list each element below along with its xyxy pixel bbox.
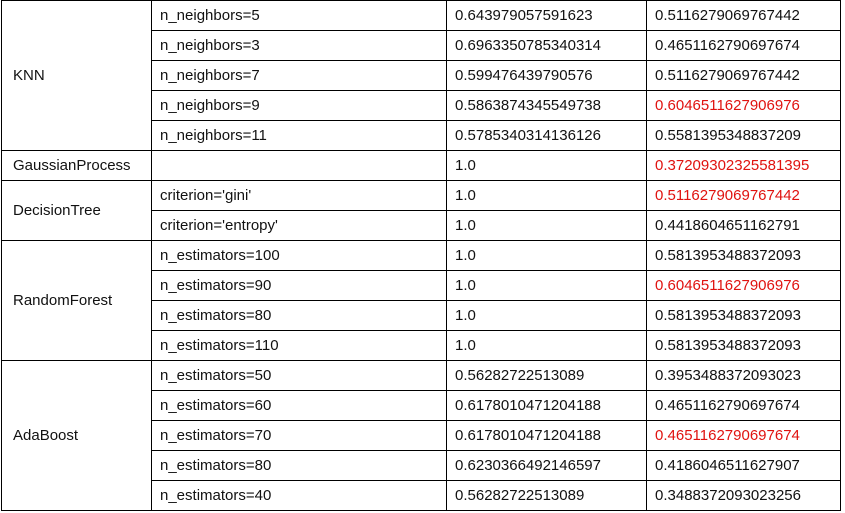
param-cell: n_neighbors=5 [151,0,447,31]
train-score-cell: 0.6230366492146597 [446,450,647,481]
table-row: n_neighbors=7 0.599476439790576 0.51162790… [2,60,841,91]
model-name-cell: AdaBoost [1,360,152,511]
test-score-cell: 0.5116279069767442 [646,0,841,31]
param-cell: n_estimators=60 [151,390,447,421]
test-score-cell: 0.5813953488372093 [646,240,841,271]
table-row: n_estimators=70 0.6178010471204188 0.46511… [2,420,841,451]
train-score-cell: 1.0 [446,270,647,301]
table-row: AdaBoost n_estimators=50 0.56282722513089 0… [1,360,841,511]
param-cell: n_estimators=100 [151,240,447,271]
table-row: RandomForest n_estimators=100 1.0 0.5813953… [1,240,841,361]
table-row: GaussianProcess 1.0 0.37209302325581395 [1,150,841,181]
train-score-cell: 0.5785340314136126 [446,120,647,151]
param-cell: n_neighbors=9 [151,90,447,121]
table-row: KNN n_neighbors=5 0.643979057591623 0.51162… [1,0,841,151]
param-cell: n_estimators=50 [151,360,447,391]
table-row: n_estimators=80 1.0 0.5813953488372093 [2,300,841,331]
table-row: criterion='entropy' 1.0 0.4418604651162791 [2,210,841,241]
table-row: DecisionTree criterion='gini' 1.0 0.5116279… [1,180,841,241]
train-score-cell: 1.0 [446,180,647,211]
train-score-cell: 0.6963350785340314 [446,30,647,61]
train-score-cell: 1.0 [446,240,647,271]
param-cell: n_estimators=110 [151,330,447,361]
test-score-cell: 0.5116279069767442 [646,60,841,91]
model-name-cell: GaussianProcess [1,150,152,181]
param-cell: criterion='gini' [151,180,447,211]
model-name-cell: RandomForest [1,240,152,361]
param-cell: n_estimators=90 [151,270,447,301]
param-cell: n_estimators=40 [151,480,447,511]
train-score-cell: 1.0 [446,210,647,241]
train-score-cell: 0.643979057591623 [446,0,647,31]
test-score-cell: 0.37209302325581395 [646,150,841,181]
train-score-cell: 0.599476439790576 [446,60,647,91]
train-score-cell: 0.6178010471204188 [446,390,647,421]
param-cell [151,150,447,181]
model-name-cell: KNN [1,0,152,151]
test-score-cell: 0.4651162790697674 [646,390,841,421]
test-score-cell: 0.4651162790697674 [646,420,841,451]
param-cell: n_neighbors=11 [151,120,447,151]
param-cell: n_neighbors=7 [151,60,447,91]
table-row: n_neighbors=9 0.5863874345549738 0.6046511… [2,90,841,121]
train-score-cell: 1.0 [446,150,647,181]
test-score-cell: 0.4186046511627907 [646,450,841,481]
test-score-cell: 0.4651162790697674 [646,30,841,61]
param-cell: n_estimators=80 [151,300,447,331]
param-cell: n_neighbors=3 [151,30,447,61]
table-row: n_estimators=40 0.56282722513089 0.3488372… [2,480,841,511]
table-row: n_neighbors=11 0.5785340314136126 0.558139… [2,120,841,151]
param-cell: n_estimators=80 [151,450,447,481]
test-score-cell: 0.6046511627906976 [646,270,841,301]
test-score-cell: 0.5813953488372093 [646,300,841,331]
param-cell: criterion='entropy' [151,210,447,241]
table-row: n_estimators=60 0.6178010471204188 0.46511… [2,390,841,421]
model-name-cell: DecisionTree [1,180,152,241]
test-score-cell: 0.3488372093023256 [646,480,841,511]
train-score-cell: 0.56282722513089 [446,360,647,391]
table-row: n_estimators=110 1.0 0.5813953488372093 [2,330,841,361]
train-score-cell: 1.0 [446,300,647,331]
table-row: n_neighbors=3 0.6963350785340314 0.4651162… [2,30,841,61]
param-cell: n_estimators=70 [151,420,447,451]
table-row: n_estimators=90 1.0 0.6046511627906976 [2,270,841,301]
train-score-cell: 0.6178010471204188 [446,420,647,451]
train-score-cell: 1.0 [446,330,647,361]
test-score-cell: 0.4418604651162791 [646,210,841,241]
test-score-cell: 0.5116279069767442 [646,180,841,211]
test-score-cell: 0.6046511627906976 [646,90,841,121]
train-score-cell: 0.5863874345549738 [446,90,647,121]
test-score-cell: 0.3953488372093023 [646,360,841,391]
train-score-cell: 0.56282722513089 [446,480,647,511]
table-row: n_estimators=80 0.6230366492146597 0.41860… [2,450,841,481]
test-score-cell: 0.5813953488372093 [646,330,841,361]
test-score-cell: 0.5581395348837209 [646,120,841,151]
